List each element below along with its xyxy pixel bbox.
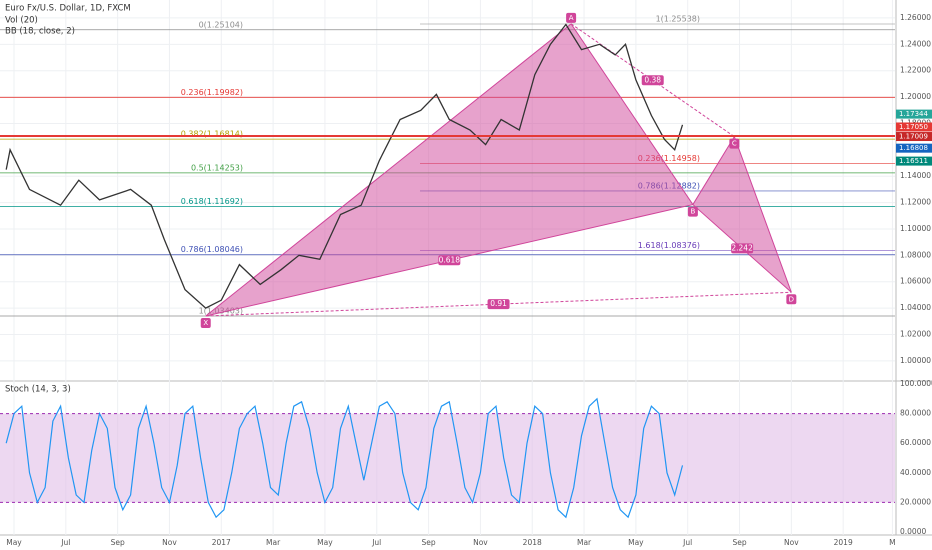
pattern-point-label: A: [569, 14, 574, 22]
price-badge: [896, 156, 932, 166]
price-tick-label: 1.08000: [900, 250, 931, 259]
price-badge: [896, 122, 932, 132]
stoch-tick-label: 100.0000: [900, 379, 932, 388]
fib-label: 0.618(1.11692): [181, 197, 243, 206]
pattern-point-label: D: [789, 295, 794, 303]
time-tick-label: Nov: [162, 538, 177, 547]
price-badge-label: 1.16808: [899, 144, 928, 152]
stoch-tick-label: 40.0000: [900, 468, 931, 477]
price-tick-label: 1.00000: [900, 356, 931, 365]
fib-label: 1.618(1.08376): [638, 241, 700, 250]
price-badge: [896, 109, 932, 119]
fib-label: 0.236(1.19982): [181, 88, 243, 97]
ratio-label: 0.38: [644, 75, 661, 84]
bb-label: BB (18, close, 2): [5, 27, 75, 37]
price-tick-label: 1.10000: [900, 224, 931, 233]
symbol: Euro Fx/U.S. Dollar, 1D, FXCM: [5, 4, 131, 14]
price-badge-label: 1.17050: [899, 123, 928, 131]
time-tick-label: Sep: [732, 538, 746, 547]
time-tick-label: Nov: [784, 538, 799, 547]
price-tick-label: 1.22000: [900, 66, 931, 75]
price-badge-label: 1.16511: [899, 157, 928, 165]
time-tick-label: Mar: [266, 538, 281, 547]
price-tick-label: 1.24000: [900, 39, 931, 48]
price-tick-label: 1.06000: [900, 277, 931, 286]
ratio-label: 2.242: [731, 243, 753, 252]
pattern-point-badge: [687, 206, 698, 217]
time-tick-label: May: [6, 538, 22, 547]
price-tick-label: 1.26000: [900, 13, 931, 22]
stoch-tick-label: 60.0000: [900, 438, 931, 447]
price-tick-label: 1.20000: [900, 92, 931, 101]
price-line: [5, 23, 684, 309]
price-tick-label: 1.02000: [900, 329, 931, 338]
time-tick-label: Nov: [473, 538, 488, 547]
ratio-badge: [487, 299, 510, 310]
pattern-point-badge: [566, 12, 577, 23]
price-badge: [896, 132, 932, 142]
time-tick-label: 2017: [212, 538, 231, 547]
stoch-tick-label: 0.0000: [900, 527, 926, 536]
price-badge-label: 1.17009: [899, 133, 928, 141]
fib-label: 0.786(1.08046): [181, 245, 243, 254]
time-tick-label: May: [317, 538, 333, 547]
fib-label: 0(1.25104): [199, 20, 243, 29]
time-tick-label: Jul: [60, 538, 70, 547]
ratio-badge: [641, 75, 664, 86]
price-badge: [896, 143, 932, 153]
ratio-label: 0.618: [439, 255, 461, 264]
pattern-point-label: B: [690, 208, 695, 216]
stoch-label: Stoch (14, 3, 3): [5, 385, 71, 395]
pattern-point-label: C: [732, 140, 737, 148]
time-tick-label: Sep: [422, 538, 436, 547]
price-tick-label: 1.14000: [900, 171, 931, 180]
stoch-tick-label: 80.0000: [900, 409, 931, 418]
time-tick-label: Mar: [577, 538, 592, 547]
time-tick-label: 2018: [523, 538, 542, 547]
pattern-point-badge: [729, 138, 740, 149]
time-tick-label: 2019: [834, 538, 853, 547]
ratio-line: [570, 23, 735, 138]
ratio-badge: [731, 243, 754, 254]
price-tick-label: 1.04000: [900, 303, 931, 312]
stoch-line: [5, 397, 684, 519]
time-tick-label: Jul: [682, 538, 692, 547]
time-tick-label: May: [628, 538, 644, 547]
time-tick-label: Sep: [111, 538, 125, 547]
pattern-point-label: X: [203, 319, 208, 327]
pattern-point-badge: [200, 318, 211, 329]
fib-label: 1(1.25538): [656, 15, 700, 24]
stoch-band: [0, 413, 895, 503]
ratio-badge: [438, 255, 461, 266]
fib-label: 0.236(1.14958): [638, 154, 700, 163]
price-badge-label: 1.17344: [899, 110, 928, 118]
fib-label: 0.382(1.16814): [181, 130, 243, 139]
price-tick-label: 1.12000: [900, 198, 931, 207]
stoch-tick-label: 20.0000: [900, 497, 931, 506]
ratio-label: 0.91: [490, 299, 507, 308]
time-tick-label: M: [889, 538, 895, 547]
volume-label: Vol (20): [5, 16, 38, 26]
time-tick-label: Jul: [371, 538, 381, 547]
ratio-line: [205, 291, 792, 317]
fib-label: 0.5(1.14253): [191, 163, 243, 172]
pattern-point-badge: [786, 294, 797, 305]
